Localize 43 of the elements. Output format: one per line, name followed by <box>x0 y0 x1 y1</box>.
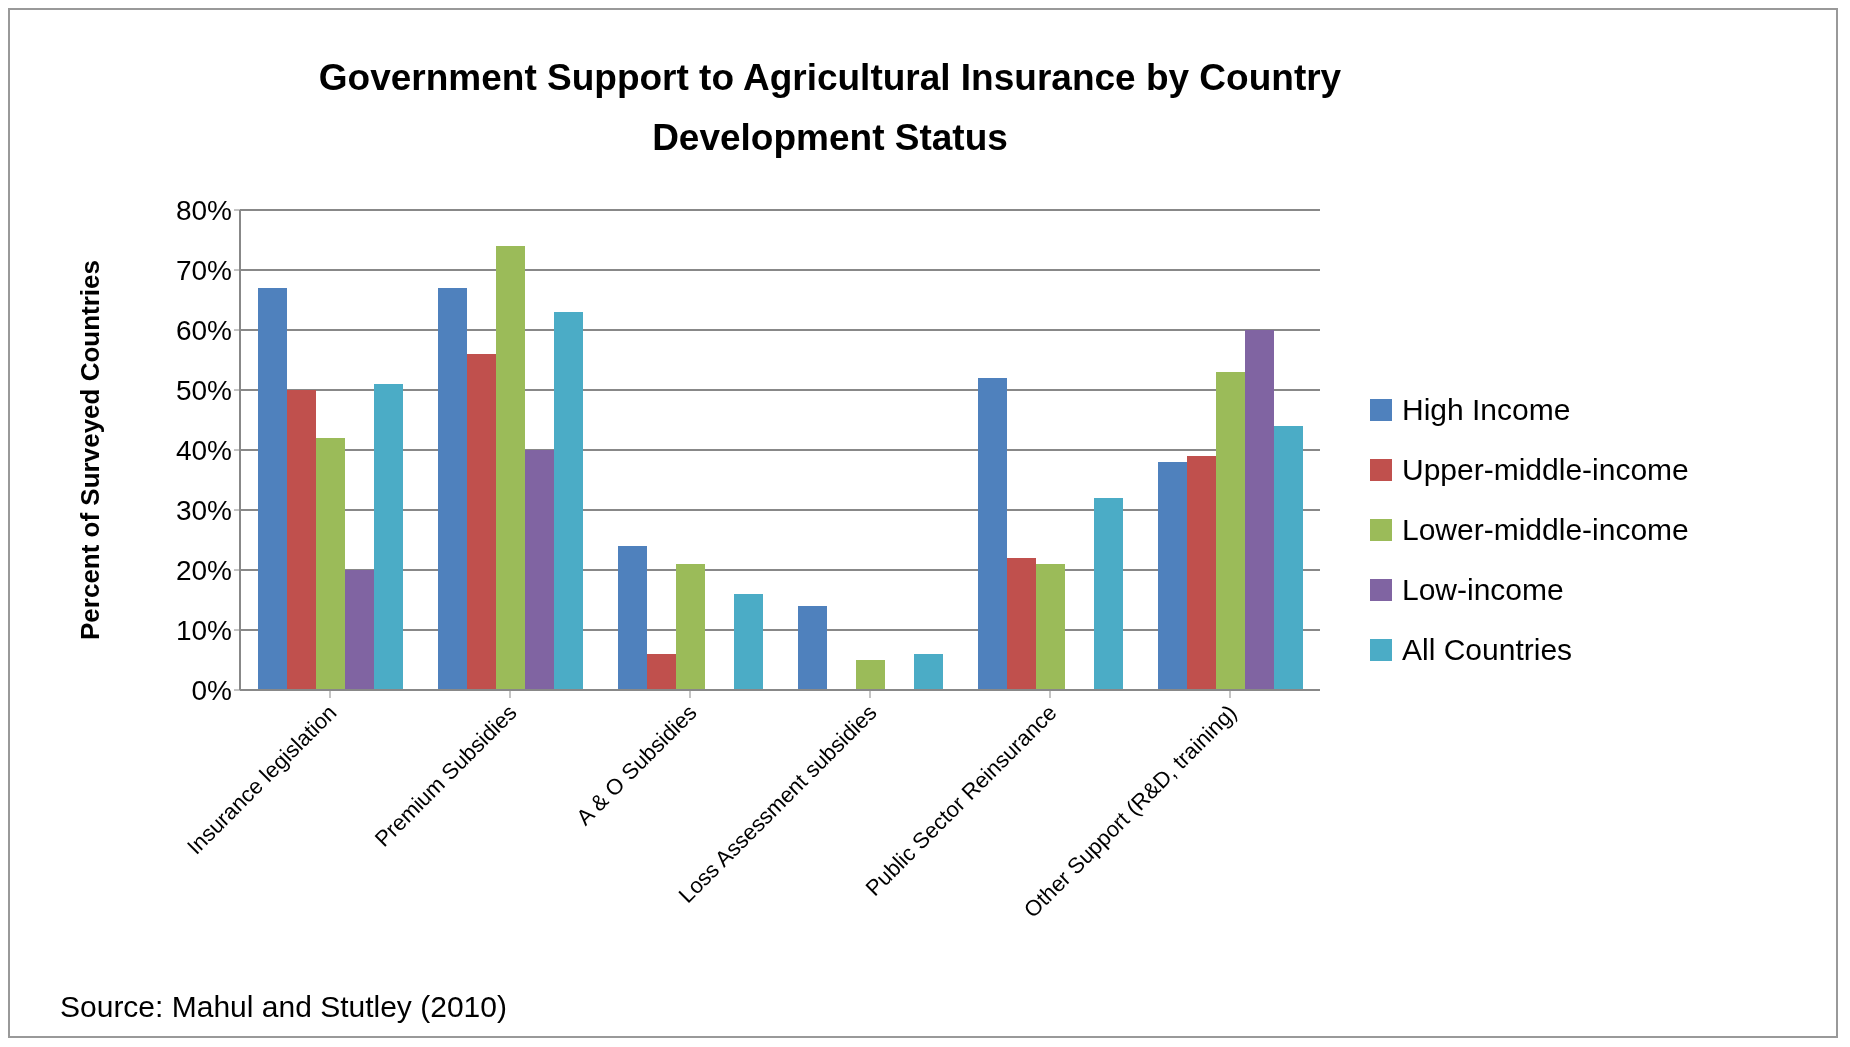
y-tick-label: 0% <box>191 674 232 706</box>
bar <box>1036 564 1065 690</box>
bar <box>467 354 496 690</box>
y-tick-label: 40% <box>175 434 232 466</box>
bar <box>914 654 943 690</box>
bar <box>647 654 676 690</box>
bar <box>554 312 583 690</box>
bar <box>1274 426 1303 690</box>
bar <box>676 564 705 690</box>
y-tick-label: 30% <box>175 494 232 526</box>
y-tick-label: 50% <box>175 374 232 406</box>
bar <box>1094 498 1123 690</box>
bar <box>1007 558 1036 690</box>
bar <box>856 660 885 690</box>
bar <box>1187 456 1216 690</box>
bar <box>978 378 1007 690</box>
y-tick-label: 10% <box>175 614 232 646</box>
legend-label: High Income <box>1402 392 1571 428</box>
bar <box>345 570 374 690</box>
bar <box>316 438 345 690</box>
chart-title: Government Support to Agricultural Insurance by Country Development Status <box>317 56 1343 160</box>
bar <box>525 450 554 690</box>
bar <box>734 594 763 690</box>
y-tick-label: 80% <box>175 194 232 226</box>
y-axis-title: Percent of Surveyed Countries <box>75 260 106 640</box>
legend-label: Upper-middle-income <box>1402 452 1689 488</box>
bar <box>438 288 467 690</box>
legend-label: All Countries <box>1402 632 1573 668</box>
legend-label: Low-income <box>1402 572 1564 608</box>
bar <box>374 384 403 690</box>
bar <box>496 246 525 690</box>
bar <box>258 288 287 690</box>
bar <box>287 390 316 690</box>
y-tick-label: 20% <box>175 554 232 586</box>
source-note: Source: Mahul and Stutley (2010) <box>60 990 507 1024</box>
bar <box>1245 330 1274 690</box>
legend-label: Lower-middle-income <box>1402 512 1689 548</box>
bar <box>798 606 827 690</box>
bar <box>618 546 647 690</box>
y-tick-label: 70% <box>175 254 232 286</box>
bar <box>1158 462 1187 690</box>
y-tick-label: 60% <box>175 314 232 346</box>
bar <box>1216 372 1245 690</box>
